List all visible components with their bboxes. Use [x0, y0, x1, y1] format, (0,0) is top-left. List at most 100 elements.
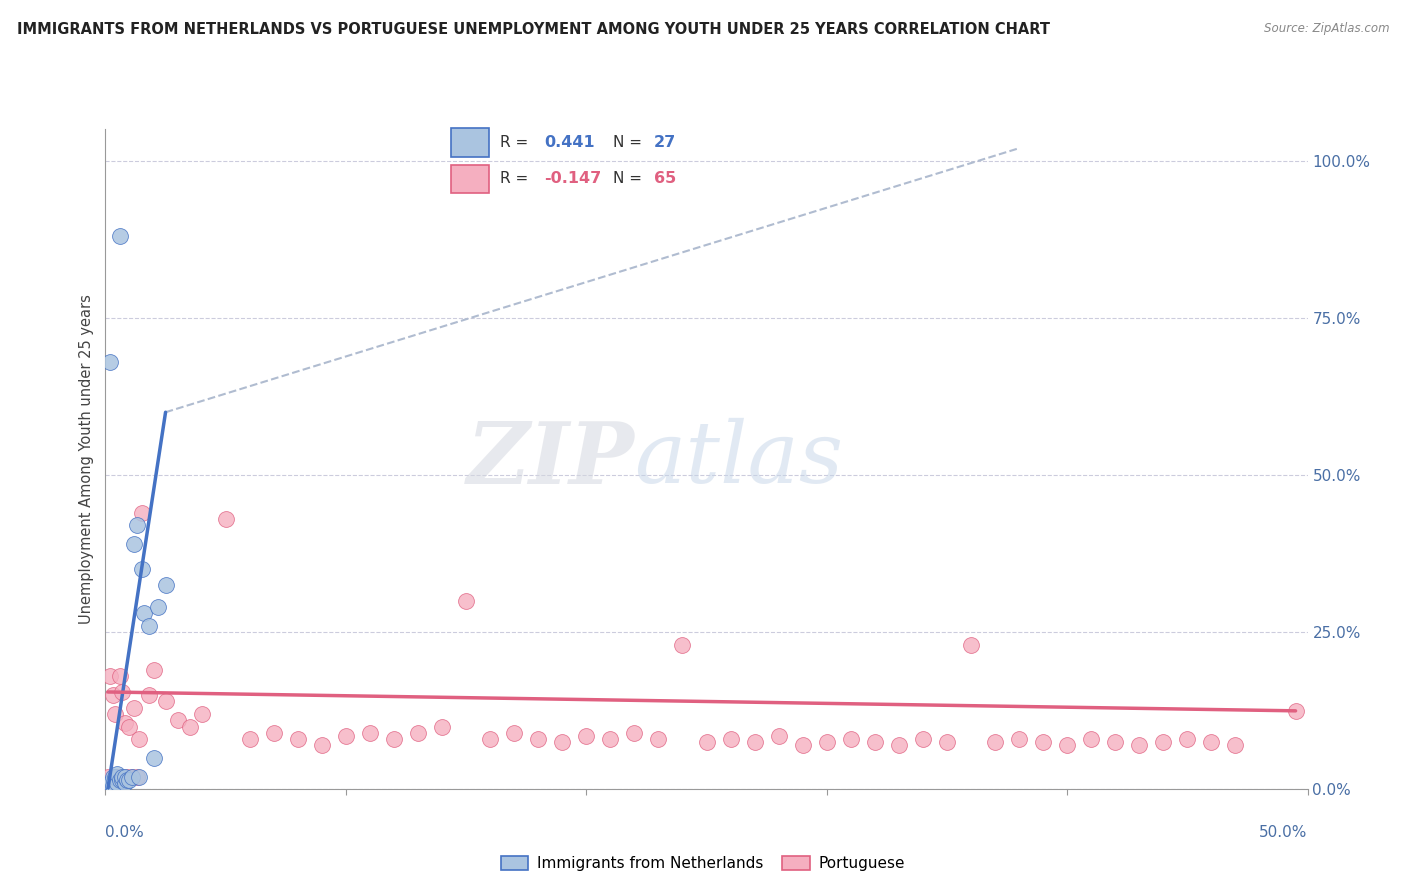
Text: 27: 27	[654, 135, 676, 150]
Point	[720, 732, 742, 747]
Y-axis label: Unemployment Among Youth under 25 years: Unemployment Among Youth under 25 years	[79, 294, 94, 624]
Point	[503, 726, 526, 740]
Point	[335, 729, 357, 743]
Point	[98, 355, 121, 369]
Point	[98, 669, 121, 683]
Point	[768, 729, 790, 743]
Point	[214, 512, 236, 526]
Text: R =: R =	[501, 135, 534, 150]
Point	[263, 726, 285, 740]
Point	[179, 720, 201, 734]
Point	[190, 706, 212, 721]
Point	[107, 776, 129, 790]
Point	[121, 770, 143, 784]
Point	[138, 619, 160, 633]
Point	[118, 720, 141, 734]
Point	[131, 506, 153, 520]
Point	[287, 732, 309, 747]
Text: 50.0%: 50.0%	[1260, 825, 1308, 840]
Text: N =: N =	[613, 171, 647, 186]
Point	[111, 685, 134, 699]
Point	[108, 669, 131, 683]
Point	[101, 779, 124, 793]
Point	[623, 726, 645, 740]
Point	[696, 735, 718, 749]
Point	[1152, 735, 1174, 749]
Point	[454, 594, 477, 608]
Point	[430, 720, 453, 734]
Text: -0.147: -0.147	[544, 171, 602, 186]
Point	[98, 776, 121, 790]
Point	[1008, 732, 1031, 747]
Point	[111, 770, 134, 784]
Point	[1284, 704, 1306, 718]
Point	[382, 732, 405, 747]
Point	[984, 735, 1007, 749]
Point	[97, 779, 120, 793]
Point	[108, 229, 131, 244]
Point	[887, 739, 910, 753]
Point	[1032, 735, 1054, 749]
Point	[128, 770, 150, 784]
Point	[744, 735, 766, 749]
FancyBboxPatch shape	[451, 128, 489, 157]
Point	[101, 688, 124, 702]
Point	[1080, 732, 1102, 747]
Point	[142, 751, 165, 765]
Point	[960, 638, 983, 652]
Point	[115, 772, 138, 787]
Point	[104, 706, 127, 721]
Point	[166, 713, 188, 727]
Point	[148, 600, 170, 615]
Point	[239, 732, 262, 747]
Point	[406, 726, 429, 740]
Point	[114, 776, 136, 790]
Point	[839, 732, 862, 747]
Point	[132, 607, 155, 621]
Text: IMMIGRANTS FROM NETHERLANDS VS PORTUGUESE UNEMPLOYMENT AMONG YOUTH UNDER 25 YEAR: IMMIGRANTS FROM NETHERLANDS VS PORTUGUES…	[17, 22, 1050, 37]
Point	[479, 732, 502, 747]
Point	[115, 770, 138, 784]
Point	[155, 578, 177, 592]
Point	[97, 770, 120, 784]
Point	[125, 770, 148, 784]
Text: atlas: atlas	[634, 418, 844, 500]
Point	[599, 732, 621, 747]
Point	[107, 766, 129, 780]
Point	[111, 772, 134, 787]
Point	[936, 735, 959, 749]
Point	[671, 638, 693, 652]
Point	[1104, 735, 1126, 749]
FancyBboxPatch shape	[451, 165, 489, 193]
Point	[575, 729, 598, 743]
Text: ZIP: ZIP	[467, 417, 634, 501]
Text: 0.441: 0.441	[544, 135, 595, 150]
Point	[104, 770, 127, 784]
Point	[121, 770, 143, 784]
Text: R =: R =	[501, 171, 534, 186]
Point	[1128, 739, 1150, 753]
Point	[114, 716, 136, 731]
Point	[131, 562, 153, 576]
Point	[124, 700, 146, 714]
Point	[125, 518, 148, 533]
Point	[647, 732, 669, 747]
Point	[311, 739, 333, 753]
Point	[107, 770, 129, 784]
Point	[911, 732, 934, 747]
Legend: Immigrants from Netherlands, Portuguese: Immigrants from Netherlands, Portuguese	[495, 849, 911, 877]
Point	[101, 770, 124, 784]
Text: 0.0%: 0.0%	[105, 825, 145, 840]
Point	[1056, 739, 1078, 753]
Point	[118, 772, 141, 787]
Point	[128, 732, 150, 747]
Point	[138, 688, 160, 702]
Point	[124, 537, 146, 551]
Point	[792, 739, 814, 753]
Point	[359, 726, 381, 740]
Point	[551, 735, 574, 749]
Point	[114, 770, 136, 784]
Point	[815, 735, 838, 749]
Point	[1201, 735, 1223, 749]
Text: Source: ZipAtlas.com: Source: ZipAtlas.com	[1264, 22, 1389, 36]
